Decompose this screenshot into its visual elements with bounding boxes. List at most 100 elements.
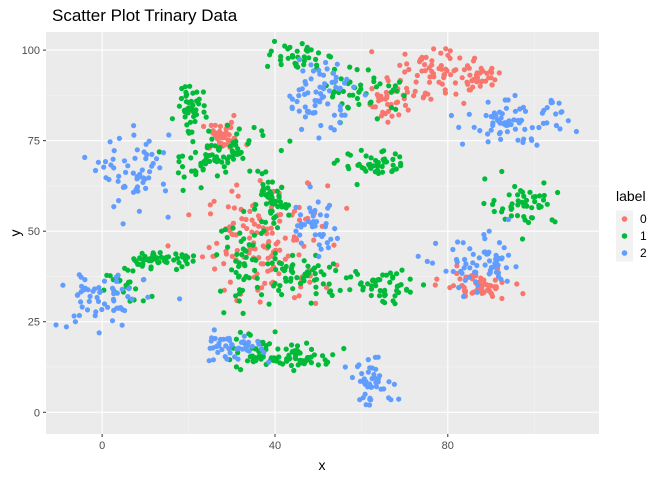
scatter-point-1: [329, 94, 336, 100]
scatter-point-2: [463, 261, 469, 267]
scatter-point-0: [459, 75, 465, 81]
scatter-point-2: [297, 212, 304, 218]
scatter-point-2: [111, 148, 117, 154]
scatter-point-1: [393, 166, 399, 172]
scatter-point-2: [540, 120, 547, 126]
scatter-point-0: [222, 142, 228, 148]
scatter-point-1: [194, 89, 200, 95]
scatter-point-0: [225, 204, 231, 210]
scatter-point-1: [354, 271, 361, 277]
scatter-point-2: [474, 289, 480, 295]
scatter-point-1: [271, 355, 277, 361]
scatter-point-1: [299, 41, 305, 47]
scatter-point-1: [288, 362, 294, 369]
scatter-point-0: [385, 108, 391, 114]
scatter-point-2: [324, 240, 330, 246]
scatter-point-0: [499, 295, 505, 302]
scatter-point-2: [331, 112, 337, 118]
scatter-point-1: [271, 220, 277, 226]
scatter-point-0: [214, 136, 220, 142]
scatter-point-2: [85, 287, 91, 293]
scatter-point-2: [316, 242, 322, 248]
scatter-point-1: [133, 286, 139, 292]
scatter-point-1: [367, 100, 373, 106]
scatter-point-0: [307, 279, 313, 285]
scatter-point-2: [101, 278, 108, 284]
scatter-point-1: [234, 131, 240, 137]
scatter-point-1: [536, 204, 542, 211]
scatter-point-2: [372, 375, 378, 381]
scatter-point-0: [296, 252, 302, 258]
scatter-point-2: [388, 397, 394, 403]
scatter-point-0: [426, 79, 433, 85]
scatter-point-1: [404, 286, 410, 292]
scatter-point-0: [483, 282, 489, 288]
scatter-point-1: [212, 143, 218, 149]
scatter-point-0: [470, 58, 477, 64]
scatter-point-1: [301, 278, 307, 284]
scatter-point-2: [308, 62, 314, 68]
scatter-point-2: [304, 108, 310, 115]
scatter-point-1: [549, 217, 555, 223]
scatter-point-2: [298, 240, 304, 246]
scatter-point-2: [497, 129, 503, 136]
scatter-point-2: [310, 223, 316, 229]
scatter-point-0: [453, 91, 459, 97]
legend-key-2: [621, 250, 628, 256]
scatter-point-2: [120, 221, 126, 227]
scatter-point-0: [431, 46, 437, 52]
scatter-point-1: [390, 156, 396, 162]
scatter-point-1: [326, 264, 333, 270]
scatter-point-1: [182, 109, 188, 115]
scatter-point-2: [111, 204, 117, 210]
scatter-point-1: [217, 288, 224, 294]
scatter-point-1: [148, 264, 154, 270]
scatter-point-1: [508, 206, 514, 212]
scatter-point-2: [490, 122, 496, 128]
scatter-point-1: [304, 340, 310, 346]
scatter-point-2: [312, 207, 318, 214]
scatter-point-1: [225, 244, 231, 250]
scatter-point-1: [347, 287, 353, 293]
scatter-point-1: [490, 201, 496, 207]
scatter-point-1: [263, 201, 269, 207]
scatter-point-2: [147, 169, 153, 175]
scatter-point-1: [369, 286, 375, 292]
scatter-point-2: [396, 396, 402, 402]
scatter-point-1: [541, 192, 547, 199]
legend-key-0: [621, 216, 628, 222]
scatter-point-0: [221, 261, 227, 267]
scatter-point-2: [160, 150, 167, 156]
scatter-point-2: [557, 126, 563, 132]
scatter-point-0: [425, 91, 431, 97]
y-tick-label: 50: [28, 226, 40, 238]
scatter-point-2: [101, 301, 108, 307]
scatter-point-1: [269, 179, 275, 185]
scatter-point-1: [146, 258, 152, 264]
scatter-point-1: [380, 272, 386, 278]
scatter-point-0: [223, 248, 229, 254]
scatter-point-2: [296, 87, 302, 93]
scatter-point-1: [272, 214, 279, 220]
scatter-point-2: [354, 363, 361, 370]
scatter-point-0: [201, 123, 207, 129]
scatter-point-1: [237, 230, 243, 236]
scatter-point-1: [388, 105, 395, 111]
scatter-point-0: [473, 72, 479, 78]
scatter-point-1: [537, 193, 543, 199]
scatter-point-1: [388, 89, 394, 95]
scatter-point-1: [241, 261, 247, 267]
scatter-point-2: [119, 286, 125, 292]
scatter-point-1: [311, 265, 318, 271]
scatter-point-2: [249, 343, 255, 349]
scatter-point-1: [190, 109, 196, 115]
scatter-point-1: [251, 124, 257, 131]
scatter-point-0: [385, 119, 391, 125]
scatter-point-1: [249, 257, 255, 263]
scatter-point-1: [269, 208, 275, 214]
scatter-point-2: [331, 127, 337, 133]
scatter-point-1: [521, 193, 527, 199]
scatter-point-1: [519, 189, 526, 195]
scatter-point-1: [394, 88, 400, 94]
